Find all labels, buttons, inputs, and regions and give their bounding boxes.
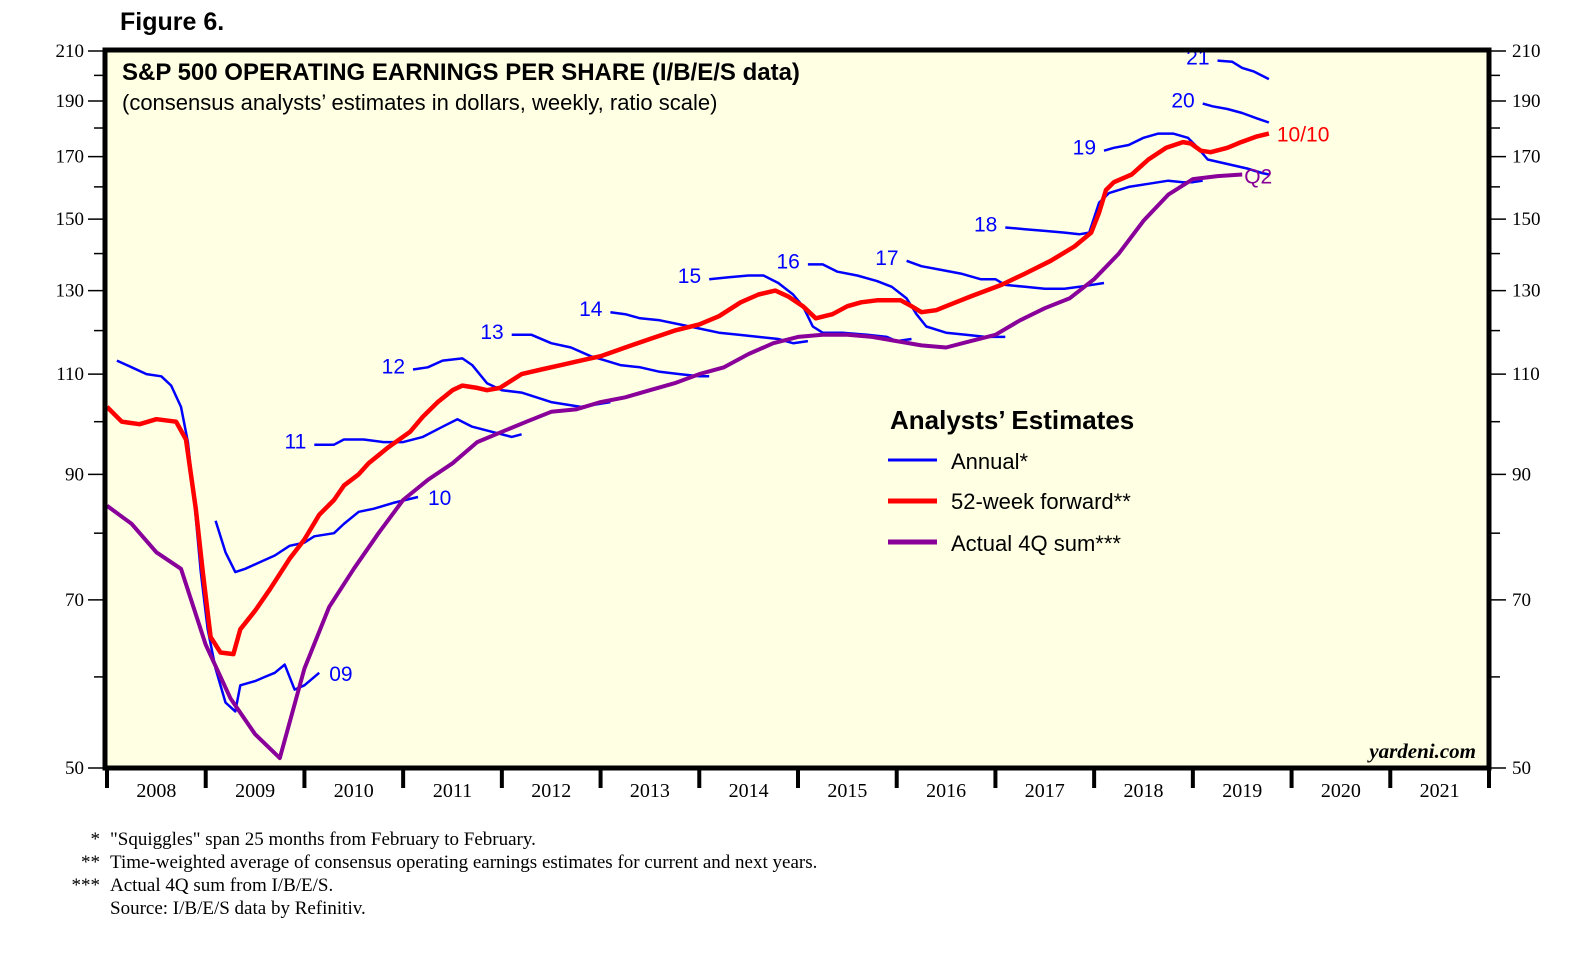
annual-series-label: 18 (974, 214, 997, 237)
y-tick-label-right: 210 (1512, 41, 1541, 62)
annual-series-line-13 (511, 333, 710, 378)
chart-subtitle: (consensus analysts’ estimates in dollar… (122, 90, 717, 115)
footnote-text: Source: I/B/E/S data by Refinitiv. (110, 898, 366, 919)
x-axis: 2008 2009 2010 2011 2012 2013 2014 2015 2016 2017… (105, 768, 1491, 802)
annual-series-label: 11 (284, 431, 306, 454)
forward-52wk-end-label: 10/10 (1277, 124, 1330, 147)
y-tick-label-right: 90 (1512, 464, 1531, 485)
y-tick-label-left: 210 (56, 41, 85, 62)
y-tick-label-left: 70 (65, 590, 84, 611)
x-tick-label: 2018 (1124, 780, 1164, 802)
legend-label-actual: Actual 4Q sum*** (951, 531, 1121, 556)
footnote-text: Time-weighted average of consensus opera… (110, 852, 818, 873)
legend-label-annual: Annual* (951, 449, 1029, 474)
y-tick-label-right: 130 (1512, 281, 1541, 302)
annual-series-label: 15 (678, 265, 701, 288)
annual-series-line-16 (807, 263, 1006, 339)
x-tick-label: 2012 (531, 780, 571, 802)
chart-title: S&P 500 OPERATING EARNINGS PER SHARE (I/… (122, 59, 800, 86)
annual-series-label: 13 (480, 321, 503, 344)
x-tick-label: 2020 (1321, 780, 1361, 802)
forward-52wk-line (105, 131, 1270, 657)
footnote-mark (60, 897, 110, 920)
y-tick-label-right: 150 (1512, 209, 1541, 230)
annual-series-label: 14 (579, 298, 603, 321)
annual-series-label: 19 (1073, 137, 1096, 160)
legend: Analysts’ Estimates Annual* 52-week forw… (888, 405, 1134, 556)
x-tick-label: 2016 (926, 780, 966, 802)
watermark: yardeni.com (1366, 739, 1476, 763)
y-axis-right: 50 70 90 110 130 150 170 190 210 (1489, 41, 1541, 779)
x-tick-label: 2021 (1420, 780, 1460, 802)
x-tick-label: 2014 (729, 780, 769, 802)
x-tick-label: 2010 (334, 780, 374, 802)
y-tick-label-right: 190 (1512, 91, 1541, 112)
y-tick-label-left: 90 (65, 464, 84, 485)
plot-frame (102, 47, 1492, 771)
annual-series-label: 10 (428, 487, 451, 510)
footnote-2: ** Time-weighted average of consensus ope… (60, 851, 817, 874)
footnotes: * "Squiggles" span 25 months from Februar… (60, 828, 818, 920)
y-tick-label-right: 170 (1512, 147, 1541, 168)
legend-title: Analysts’ Estimates (890, 405, 1134, 435)
annual-series-line-12 (412, 357, 611, 409)
annual-series-line-19 (1103, 132, 1270, 176)
footnote-mark: *** (71, 875, 101, 896)
y-tick-label-left: 150 (56, 209, 85, 230)
actual-4q-sum-end-label: Q2 (1244, 166, 1272, 189)
legend-label-forward: 52-week forward** (951, 489, 1131, 514)
y-tick-label-right: 50 (1512, 758, 1531, 779)
annual-series-line-15 (709, 274, 912, 343)
footnote-source: Source: I/B/E/S data by Refinitiv. (60, 897, 817, 920)
annual-series-line-17 (906, 259, 1105, 290)
footnote-text: "Squiggles" span 25 months from February… (110, 829, 536, 850)
x-tick-label: 2011 (433, 780, 472, 802)
annual-series-line-20 (1202, 102, 1270, 124)
annual-series-line-11 (314, 417, 522, 446)
annual-series-label: 20 (1171, 90, 1194, 113)
annual-series-line-21 (1217, 59, 1270, 81)
y-tick-label-right: 110 (1512, 364, 1540, 385)
actual-4q-sum-line (105, 172, 1243, 761)
x-tick-label: 2008 (136, 780, 176, 802)
plot-background (105, 50, 1489, 768)
y-tick-label-left: 50 (65, 758, 84, 779)
y-tick-label-left: 170 (56, 147, 85, 168)
x-tick-label: 2019 (1222, 780, 1262, 802)
y-axis-left: 50 70 90 110 130 150 170 190 210 (56, 41, 105, 779)
x-tick-label: 2009 (235, 780, 275, 802)
annual-series-label: 16 (777, 250, 800, 273)
figure-label: Figure 6. (120, 8, 225, 36)
y-tick-label-left: 190 (56, 91, 85, 112)
footnote-1: * "Squiggles" span 25 months from Februar… (60, 828, 817, 851)
annual-series-label: 09 (329, 663, 352, 686)
x-tick-label: 2017 (1025, 780, 1065, 802)
annual-series-label: 12 (382, 356, 405, 379)
footnote-text: Actual 4Q sum from I/B/E/S. (110, 875, 334, 896)
footnote-mark: ** (81, 852, 100, 873)
footnote-3: *** Actual 4Q sum from I/B/E/S. (60, 874, 817, 897)
y-tick-label-left: 110 (56, 364, 84, 385)
y-tick-label-left: 130 (56, 281, 85, 302)
annual-series-label: 17 (875, 247, 898, 270)
footnote-mark: * (90, 829, 101, 850)
y-tick-label-right: 70 (1512, 590, 1531, 611)
x-tick-label: 2013 (630, 780, 670, 802)
x-tick-label: 2015 (827, 780, 867, 802)
